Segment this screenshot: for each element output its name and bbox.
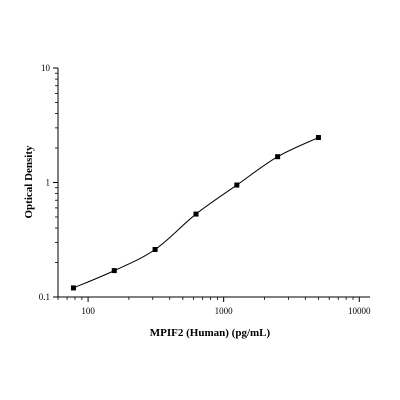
ticks: 100 1000 10000 0.1 1 10 [39, 63, 371, 316]
data-point [193, 211, 199, 217]
data-point [152, 246, 158, 252]
y-tick-label: 10 [41, 63, 51, 73]
data-point [234, 182, 240, 188]
data-point [70, 285, 76, 291]
y-tick-label: 1 [46, 178, 51, 188]
x-tick-label: 10000 [348, 306, 371, 316]
y-axis-label: Optical Density [23, 145, 35, 219]
axes [57, 68, 370, 298]
data-point [315, 135, 321, 141]
data-point [275, 154, 281, 160]
x-tick-label: 1000 [215, 306, 234, 316]
x-tick-label: 100 [81, 306, 95, 316]
data-point [111, 268, 117, 274]
x-axis-label: MPIF2 (Human) (pg/mL) [150, 327, 271, 339]
data-points [70, 135, 321, 291]
y-tick-label: 0.1 [39, 292, 50, 302]
